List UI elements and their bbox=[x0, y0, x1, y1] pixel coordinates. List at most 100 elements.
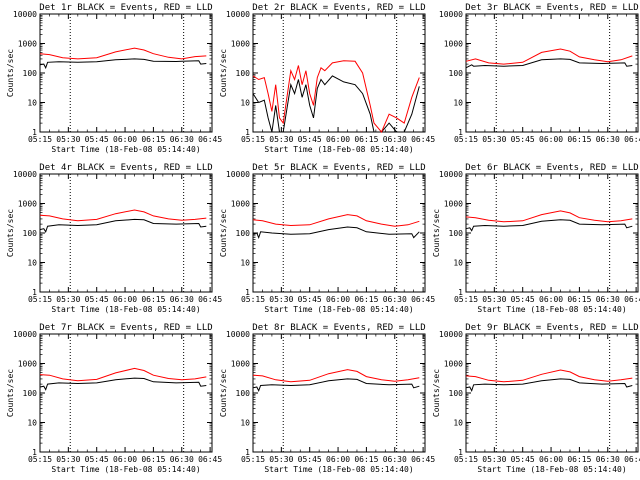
x-tick-label: 05:15 bbox=[241, 295, 265, 304]
x-tick-label: 06:00 bbox=[113, 455, 137, 464]
y-tick-label: 1000 bbox=[18, 40, 37, 49]
y-tick-label: 1000 bbox=[18, 200, 37, 209]
x-tick-label: 05:15 bbox=[454, 455, 478, 464]
series-line-events bbox=[465, 378, 633, 393]
chart-title: Det 9r BLACK = Events, RED = LLD bbox=[465, 323, 638, 333]
series-line-lld bbox=[252, 369, 420, 383]
y-axis-label: Counts/sec bbox=[219, 369, 228, 417]
plot-frame bbox=[465, 173, 639, 293]
x-tick-label: 06:45 bbox=[411, 455, 435, 464]
y-tick-label: 100 bbox=[23, 389, 38, 398]
series-line-lld bbox=[252, 60, 420, 133]
series-line-lld bbox=[39, 47, 207, 60]
x-tick-label: 05:30 bbox=[482, 295, 506, 304]
x-tick-label: 05:30 bbox=[482, 455, 506, 464]
series-line-lld bbox=[252, 214, 420, 227]
y-axis-label: Counts/sec bbox=[6, 209, 15, 257]
y-tick-label: 10 bbox=[27, 99, 37, 108]
x-tick-label: 06:45 bbox=[411, 295, 435, 304]
y-tick-label: 1000 bbox=[444, 360, 463, 369]
x-tick-label: 06:00 bbox=[113, 295, 137, 304]
x-tick-label: 05:30 bbox=[56, 455, 80, 464]
y-tick-label: 10 bbox=[240, 259, 250, 268]
y-tick-label: 10 bbox=[27, 259, 37, 268]
chart-panel-4: Det 4r BLACK = Events, RED = LLD 1 10 100 10… bbox=[6, 163, 222, 314]
x-tick-label: 05:45 bbox=[85, 135, 109, 144]
x-tick-label: 06:30 bbox=[383, 295, 407, 304]
x-tick-label: 06:30 bbox=[596, 295, 620, 304]
chart-panel-6: Det 6r BLACK = Events, RED = LLD 1 10 100 10… bbox=[432, 163, 640, 314]
x-tick-label: 05:45 bbox=[511, 135, 535, 144]
y-tick-label: 100 bbox=[236, 389, 251, 398]
y-tick-label: 10 bbox=[453, 419, 463, 428]
series-line-lld bbox=[465, 210, 633, 223]
x-tick-label: 06:45 bbox=[198, 135, 222, 144]
chart-panel-7: Det 7r BLACK = Events, RED = LLD 1 10 100 10… bbox=[6, 323, 222, 474]
y-tick-label: 10000 bbox=[439, 10, 463, 19]
y-tick-label: 10000 bbox=[13, 10, 37, 19]
x-tick-label: 05:45 bbox=[511, 295, 535, 304]
x-tick-label: 05:15 bbox=[454, 295, 478, 304]
x-tick-label: 05:15 bbox=[28, 295, 52, 304]
y-tick-label: 1 bbox=[245, 288, 250, 297]
x-tick-label: 05:15 bbox=[28, 135, 52, 144]
x-tick-label: 05:45 bbox=[85, 295, 109, 304]
x-tick-label: 06:45 bbox=[624, 295, 640, 304]
y-axis-label: Counts/sec bbox=[6, 49, 15, 97]
x-axis-label: Start Time (18-Feb-08 05:14:40) bbox=[264, 305, 413, 314]
chart-panel-5: Det 5r BLACK = Events, RED = LLD 1 10 100 10… bbox=[219, 163, 435, 314]
series-line-lld bbox=[465, 369, 633, 383]
x-tick-label: 05:45 bbox=[298, 455, 322, 464]
x-tick-label: 05:30 bbox=[269, 295, 293, 304]
x-tick-label: 06:00 bbox=[326, 455, 350, 464]
x-tick-label: 06:30 bbox=[596, 455, 620, 464]
series-line-events bbox=[39, 377, 207, 391]
x-tick-label: 06:00 bbox=[113, 135, 137, 144]
series-line-events bbox=[465, 219, 633, 232]
y-tick-label: 10 bbox=[240, 419, 250, 428]
y-tick-label: 10000 bbox=[13, 330, 37, 339]
y-tick-label: 100 bbox=[449, 69, 464, 78]
chart-title: Det 2r BLACK = Events, RED = LLD bbox=[252, 3, 425, 13]
y-tick-label: 10000 bbox=[439, 170, 463, 179]
y-tick-label: 10 bbox=[240, 99, 250, 108]
series-line-events bbox=[252, 75, 420, 133]
y-tick-label: 100 bbox=[449, 389, 464, 398]
y-tick-label: 1000 bbox=[231, 40, 250, 49]
series-line-events bbox=[39, 218, 207, 233]
y-tick-label: 100 bbox=[236, 69, 251, 78]
x-axis-label: Start Time (18-Feb-08 05:14:40) bbox=[264, 145, 413, 154]
x-tick-label: 05:15 bbox=[454, 135, 478, 144]
y-tick-label: 100 bbox=[23, 69, 38, 78]
y-tick-label: 1 bbox=[32, 128, 37, 137]
y-tick-label: 10000 bbox=[439, 330, 463, 339]
x-tick-label: 05:45 bbox=[511, 455, 535, 464]
x-axis-label: Start Time (18-Feb-08 05:14:40) bbox=[51, 145, 200, 154]
x-tick-label: 06:30 bbox=[383, 135, 407, 144]
x-tick-label: 06:00 bbox=[539, 455, 563, 464]
chart-title: Det 4r BLACK = Events, RED = LLD bbox=[39, 163, 212, 173]
series-line-events bbox=[252, 226, 420, 240]
x-tick-label: 06:45 bbox=[411, 135, 435, 144]
y-tick-label: 1 bbox=[245, 448, 250, 457]
x-tick-label: 05:45 bbox=[298, 135, 322, 144]
plot-frame bbox=[39, 173, 213, 293]
x-tick-label: 06:00 bbox=[326, 135, 350, 144]
x-tick-label: 06:15 bbox=[567, 135, 591, 144]
y-tick-label: 1 bbox=[32, 288, 37, 297]
x-tick-label: 05:15 bbox=[241, 455, 265, 464]
x-tick-label: 06:15 bbox=[567, 295, 591, 304]
x-tick-label: 06:30 bbox=[170, 455, 194, 464]
y-tick-label: 10000 bbox=[226, 10, 250, 19]
x-tick-label: 05:45 bbox=[298, 295, 322, 304]
x-tick-label: 05:15 bbox=[28, 455, 52, 464]
series-line-events bbox=[39, 58, 207, 70]
x-tick-label: 05:30 bbox=[269, 135, 293, 144]
x-axis-label: Start Time (18-Feb-08 05:14:40) bbox=[477, 465, 626, 474]
y-tick-label: 1000 bbox=[444, 40, 463, 49]
y-tick-label: 1000 bbox=[18, 360, 37, 369]
y-tick-label: 1 bbox=[245, 128, 250, 137]
x-tick-label: 05:30 bbox=[56, 295, 80, 304]
chart-title: Det 6r BLACK = Events, RED = LLD bbox=[465, 163, 638, 173]
